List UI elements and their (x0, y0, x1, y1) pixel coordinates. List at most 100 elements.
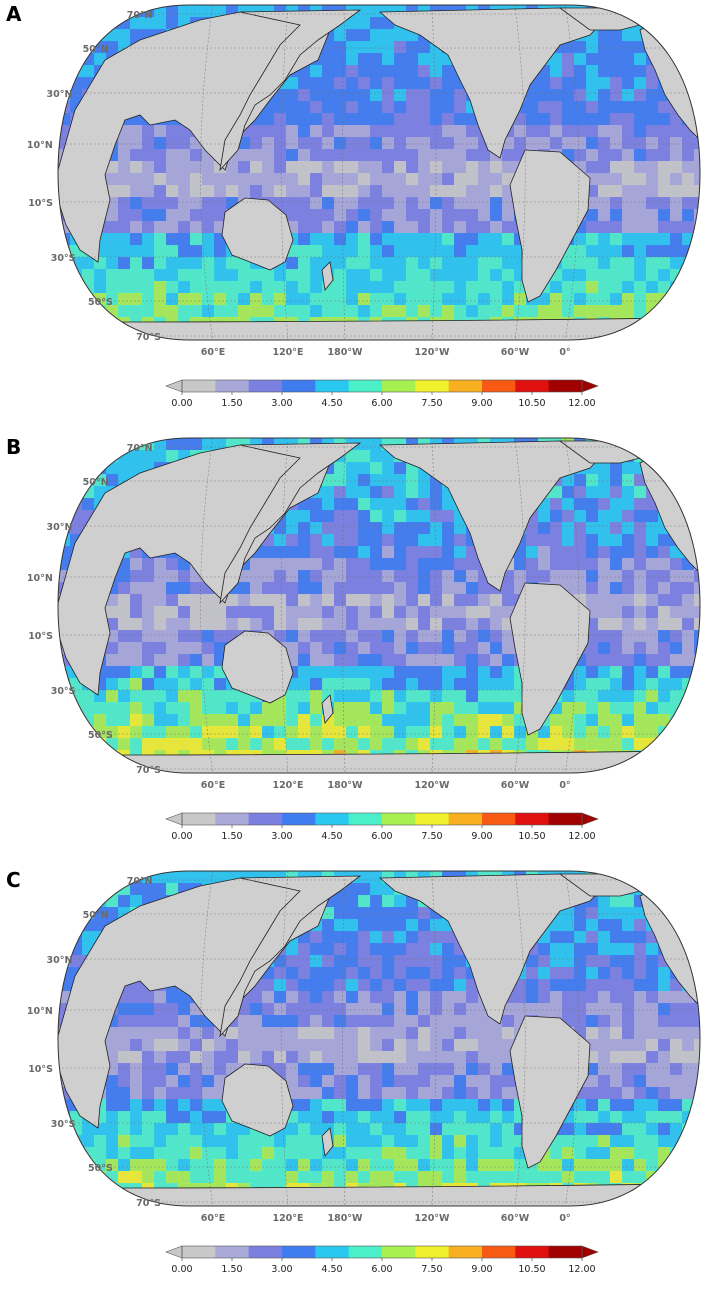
lat-label: 70°N (127, 876, 153, 887)
lon-label: 60°W (501, 780, 530, 791)
colorbar-segment (415, 813, 450, 825)
colorbar-segment (548, 813, 583, 825)
lon-label: 60°E (201, 347, 225, 358)
lat-label: 50°N (83, 910, 109, 921)
colorbar-segment (282, 813, 316, 825)
lat-label: 30°S (51, 253, 76, 264)
colorbar-segment (548, 1246, 583, 1258)
lon-label: 120°E (272, 1213, 303, 1224)
lon-label: 60°W (501, 1213, 530, 1224)
landmass (219, 9, 362, 172)
colorbar-segment (515, 380, 550, 392)
lon-label: 120°W (414, 347, 450, 358)
landmass (509, 1015, 591, 1169)
landmass (509, 149, 591, 303)
lon-label: 0° (559, 780, 570, 791)
land-layer (58, 7, 700, 340)
colorbar-tick-label: 4.50 (321, 831, 342, 842)
colorbar-tick-label: 9.00 (471, 398, 492, 409)
lat-label: 10°N (27, 1006, 53, 1017)
colorbar-segment (415, 380, 450, 392)
landmass (221, 197, 294, 271)
landmass (221, 1063, 294, 1137)
colorbar-segment (415, 1246, 450, 1258)
colorbar-tick-label: 1.50 (221, 398, 242, 409)
colorbar-tick-label: 3.00 (271, 398, 292, 409)
colorbar-min-arrow (165, 379, 183, 393)
colorbar-tick-label: 9.00 (471, 1264, 492, 1275)
graticule (58, 5, 700, 340)
lon-label: 60°W (501, 347, 530, 358)
landmass (321, 1127, 334, 1157)
lat-label: 50°S (88, 297, 113, 308)
lat-label: 70°S (136, 765, 161, 776)
colorbar-segment (515, 813, 550, 825)
lon-label: 0° (559, 347, 570, 358)
colorbar-tick-label: 12.00 (568, 398, 595, 409)
lon-label: 120°W (414, 1213, 450, 1224)
colorbar-tick-label: 7.50 (421, 398, 442, 409)
lon-label: 120°W (414, 780, 450, 791)
lon-label: 60°E (201, 1213, 225, 1224)
colorbar-max-arrow (581, 1245, 599, 1259)
colorbar-tick-label: 7.50 (421, 1264, 442, 1275)
colorbar: 0.00 1.50 3.00 4.50 6.00 7.50 9.00 10.50 12.00 (165, 812, 599, 842)
map-frame (57, 870, 701, 1207)
lon-label: 120°E (272, 780, 303, 791)
colorbar-segment (348, 380, 383, 392)
colorbar-segment (448, 813, 483, 825)
lat-label: 70°N (127, 443, 153, 454)
map-b: 70°N 50°N 30°N 10°N 10°S 30°S 50°S 70°S 60°E 120°… (27, 437, 701, 842)
colorbar-segment (315, 380, 350, 392)
panel-label-b: B (6, 435, 22, 459)
map-c: 70°N 50°N 30°N 10°N 10°S 30°S 50°S 70°S 60°E 120°… (27, 870, 701, 1275)
colorbar-tick-label: 9.00 (471, 831, 492, 842)
colorbar-max-arrow (581, 379, 599, 393)
colorbar-tick-label: 12.00 (568, 1264, 595, 1275)
colorbar-segment (348, 1246, 383, 1258)
lon-label: 180°W (327, 780, 363, 791)
colorbar-segment (182, 380, 216, 392)
colorbar-tick-label: 6.00 (371, 831, 392, 842)
colorbar-segment (215, 380, 250, 392)
landmass (321, 261, 334, 291)
lat-label: 50°N (83, 477, 109, 488)
graticule (58, 438, 700, 773)
lon-label: 0° (559, 1213, 570, 1224)
colorbar-tick-label: 10.50 (518, 398, 545, 409)
colorbar-segment (282, 380, 316, 392)
colorbar-tick-label: 6.00 (371, 1264, 392, 1275)
colorbar-segment (248, 1246, 283, 1258)
colorbar-tick-label: 1.50 (221, 1264, 242, 1275)
land-layer (58, 873, 700, 1206)
landmass (378, 440, 611, 592)
lat-label: 50°N (83, 44, 109, 55)
colorbar-segment (315, 813, 350, 825)
colorbar-segment (215, 1246, 250, 1258)
lat-label: 50°S (88, 1163, 113, 1174)
colorbar-tick-label: 4.50 (321, 398, 342, 409)
lon-label: 180°W (327, 1213, 363, 1224)
colorbar-tick-label: 10.50 (518, 831, 545, 842)
colorbar-segment (448, 380, 483, 392)
colorbar-segment (448, 1246, 483, 1258)
colorbar-tick-label: 3.00 (271, 831, 292, 842)
landmass (321, 694, 334, 724)
panel-label-a: A (6, 2, 22, 26)
colorbar-tick-label: 10.50 (518, 1264, 545, 1275)
lat-label: 30°N (47, 89, 73, 100)
colorbar-segment (548, 380, 583, 392)
lat-label: 10°N (27, 573, 53, 584)
landmass (219, 875, 362, 1038)
colorbar: 0.00 1.50 3.00 4.50 6.00 7.50 9.00 10.50 12.00 (165, 1245, 599, 1275)
colorbar-segment (282, 1246, 316, 1258)
map-frame (57, 4, 701, 341)
land-layer (58, 440, 700, 773)
colorbar-min-arrow (165, 1245, 183, 1259)
lon-label: 120°E (272, 347, 303, 358)
lat-label: 10°S (28, 631, 53, 642)
colorbar-segment (382, 380, 416, 392)
panel-b: B 70°N 50°N 30°N 10°N 10°S 30°S 50°S 70°S 60°E 12… (0, 433, 726, 866)
colorbar-segment (482, 813, 516, 825)
lat-label: 10°S (28, 1064, 53, 1075)
